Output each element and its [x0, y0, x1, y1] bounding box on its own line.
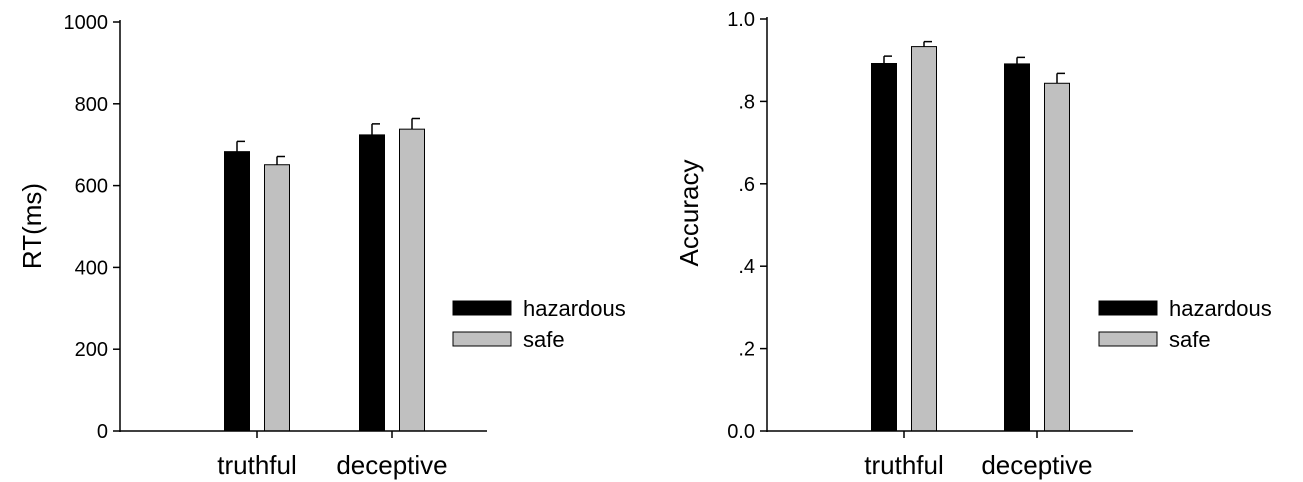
legend-label-safe: safe [523, 327, 565, 352]
legend-swatch-safe [1098, 331, 1158, 347]
rt-error-bars [236, 117, 420, 165]
error-bar-hazardous-deceptive [371, 123, 380, 135]
y-tick-label: .8 [738, 91, 755, 113]
rt-axes [119, 20, 487, 432]
bar-hazardous-truthful [871, 62, 897, 432]
accuracy-legend: hazardous safe [1098, 296, 1272, 352]
x-category-label-deceptive: deceptive [981, 450, 1092, 480]
accuracy-bars [871, 46, 1070, 432]
error-bar-safe-truthful [923, 40, 932, 47]
y-tick-label: 0.0 [727, 421, 755, 443]
error-bar-safe-deceptive [1056, 72, 1065, 84]
y-tick-label: 1000 [64, 12, 109, 34]
y-tick-label: 600 [75, 176, 108, 198]
y-tick-label: 1.0 [727, 9, 755, 31]
y-tick-label: 400 [75, 257, 108, 279]
accuracy-error-bars [883, 40, 1065, 84]
error-bar-safe-deceptive [411, 117, 420, 130]
rt-legend: hazardous safe [452, 296, 626, 352]
y-tick-label: 800 [75, 94, 108, 116]
bar-safe-deceptive [399, 128, 425, 432]
x-category-label-truthful: truthful [217, 450, 297, 480]
legend-label-safe: safe [1169, 327, 1211, 352]
bar-hazardous-deceptive [359, 134, 385, 432]
x-category-label-truthful: truthful [864, 450, 944, 480]
bar-hazardous-truthful [224, 151, 250, 432]
error-bar-hazardous-truthful [883, 55, 892, 64]
x-category-label-deceptive: deceptive [336, 450, 447, 480]
legend-swatch-hazardous [452, 300, 512, 316]
accuracy-y-ticks: 0.0 .2 .4 .6 .8 1.0 [727, 9, 767, 443]
accuracy-x-categories: truthful deceptive [864, 431, 1093, 480]
legend-label-hazardous: hazardous [523, 296, 626, 321]
y-tick-label: 200 [75, 339, 108, 361]
accuracy-chart: 0.0 .2 .4 .6 .8 1.0 truthful deceptive Accurac… [674, 9, 1272, 480]
y-tick-label: 0 [97, 421, 108, 443]
accuracy-axes [766, 17, 1133, 432]
rt-bars [224, 128, 425, 432]
accuracy-y-axis-title: Accuracy [674, 160, 704, 267]
bar-safe-deceptive [1044, 82, 1070, 432]
y-tick-label: .4 [738, 256, 755, 278]
error-bar-hazardous-truthful [236, 140, 245, 152]
rt-chart: 0 200 400 600 800 1000 truthful deceptive RT(m… [17, 12, 626, 480]
rt-x-categories: truthful deceptive [217, 431, 448, 480]
y-tick-label: .6 [738, 174, 755, 196]
bar-hazardous-deceptive [1004, 63, 1030, 432]
legend-swatch-safe [452, 331, 512, 347]
error-bar-hazardous-deceptive [1016, 56, 1025, 64]
legend-swatch-hazardous [1098, 300, 1158, 316]
rt-y-ticks: 0 200 400 600 800 1000 [64, 12, 120, 443]
bar-safe-truthful [264, 164, 290, 432]
error-bar-safe-truthful [276, 155, 285, 165]
y-tick-label: .2 [738, 339, 755, 361]
bar-safe-truthful [911, 46, 937, 432]
rt-y-axis-title: RT(ms) [17, 183, 47, 269]
legend-label-hazardous: hazardous [1169, 296, 1272, 321]
